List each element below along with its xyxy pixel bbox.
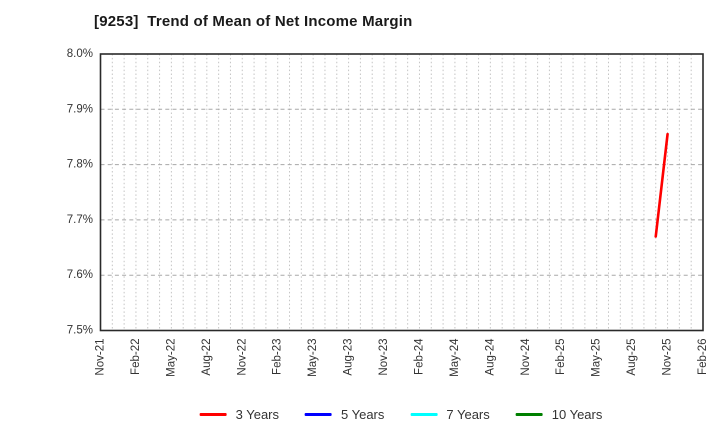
grid-major-horizontal: [100, 108, 703, 276]
grid-minor-vertical: [111, 54, 692, 331]
x-tick-label: Nov-22: [236, 339, 248, 376]
legend-label: 3 Years: [235, 407, 280, 422]
y-tick-label: 7.9%: [67, 103, 93, 115]
legend-swatch: [199, 413, 227, 416]
x-tick-label: Aug-23: [343, 339, 355, 376]
x-tick-label: Nov-21: [95, 339, 107, 376]
x-tick-label: Aug-22: [201, 339, 213, 376]
x-tick-label: May-24: [449, 338, 461, 377]
y-tick-label: 7.7%: [67, 214, 93, 226]
x-tick-label: May-25: [591, 339, 603, 377]
y-tick-label: 7.8%: [67, 159, 93, 171]
legend-swatch: [410, 413, 438, 416]
x-tick-label: Aug-25: [626, 339, 638, 376]
x-tick-label: Aug-24: [484, 338, 496, 376]
series-line-3-years: [654, 132, 669, 238]
x-tick-label: Feb-22: [130, 339, 142, 375]
legend-item-7-years: 7 Years: [410, 407, 490, 422]
y-tick-label: 8.0%: [67, 48, 93, 60]
x-tick-label: May-23: [307, 339, 319, 377]
legend-swatch: [305, 413, 333, 416]
y-tick-labels: 8.0% 7.9% 7.8% 7.7% 7.6% 7.5%: [67, 48, 93, 337]
x-tick-label: Feb-24: [413, 338, 425, 375]
series-lines: [654, 132, 669, 238]
chart-title: [9253] Trend of Mean of Net Income Margi…: [94, 13, 413, 30]
x-tick-label: Nov-24: [520, 338, 532, 376]
legend-item-5-years: 5 Years: [305, 407, 384, 422]
legend-label: 10 Years: [551, 407, 603, 422]
legend-label: 5 Years: [341, 407, 385, 422]
legend-label: 7 Years: [446, 407, 490, 422]
legend-item-3-years: 3 Years: [199, 407, 280, 422]
legend-swatch: [515, 413, 543, 416]
x-tick-labels: Nov-21 Feb-22 May-22 Aug-22 Nov-22 Feb-23 May-…: [95, 338, 710, 377]
x-tick-label: Nov-25: [662, 339, 674, 376]
legend: 3 Years 5 Years 7 Years 10 Years: [199, 407, 603, 422]
x-tick-label: Nov-23: [378, 339, 390, 376]
plot-frame: [99, 53, 704, 332]
y-tick-label: 7.6%: [67, 269, 93, 281]
x-tick-label: Feb-23: [272, 339, 284, 375]
x-tick-label: Feb-26: [697, 339, 709, 375]
x-tick-label: Feb-25: [555, 339, 567, 375]
x-tick-label: May-22: [165, 339, 177, 377]
legend-item-10-years: 10 Years: [515, 407, 603, 422]
y-tick-label: 7.5%: [67, 325, 93, 337]
